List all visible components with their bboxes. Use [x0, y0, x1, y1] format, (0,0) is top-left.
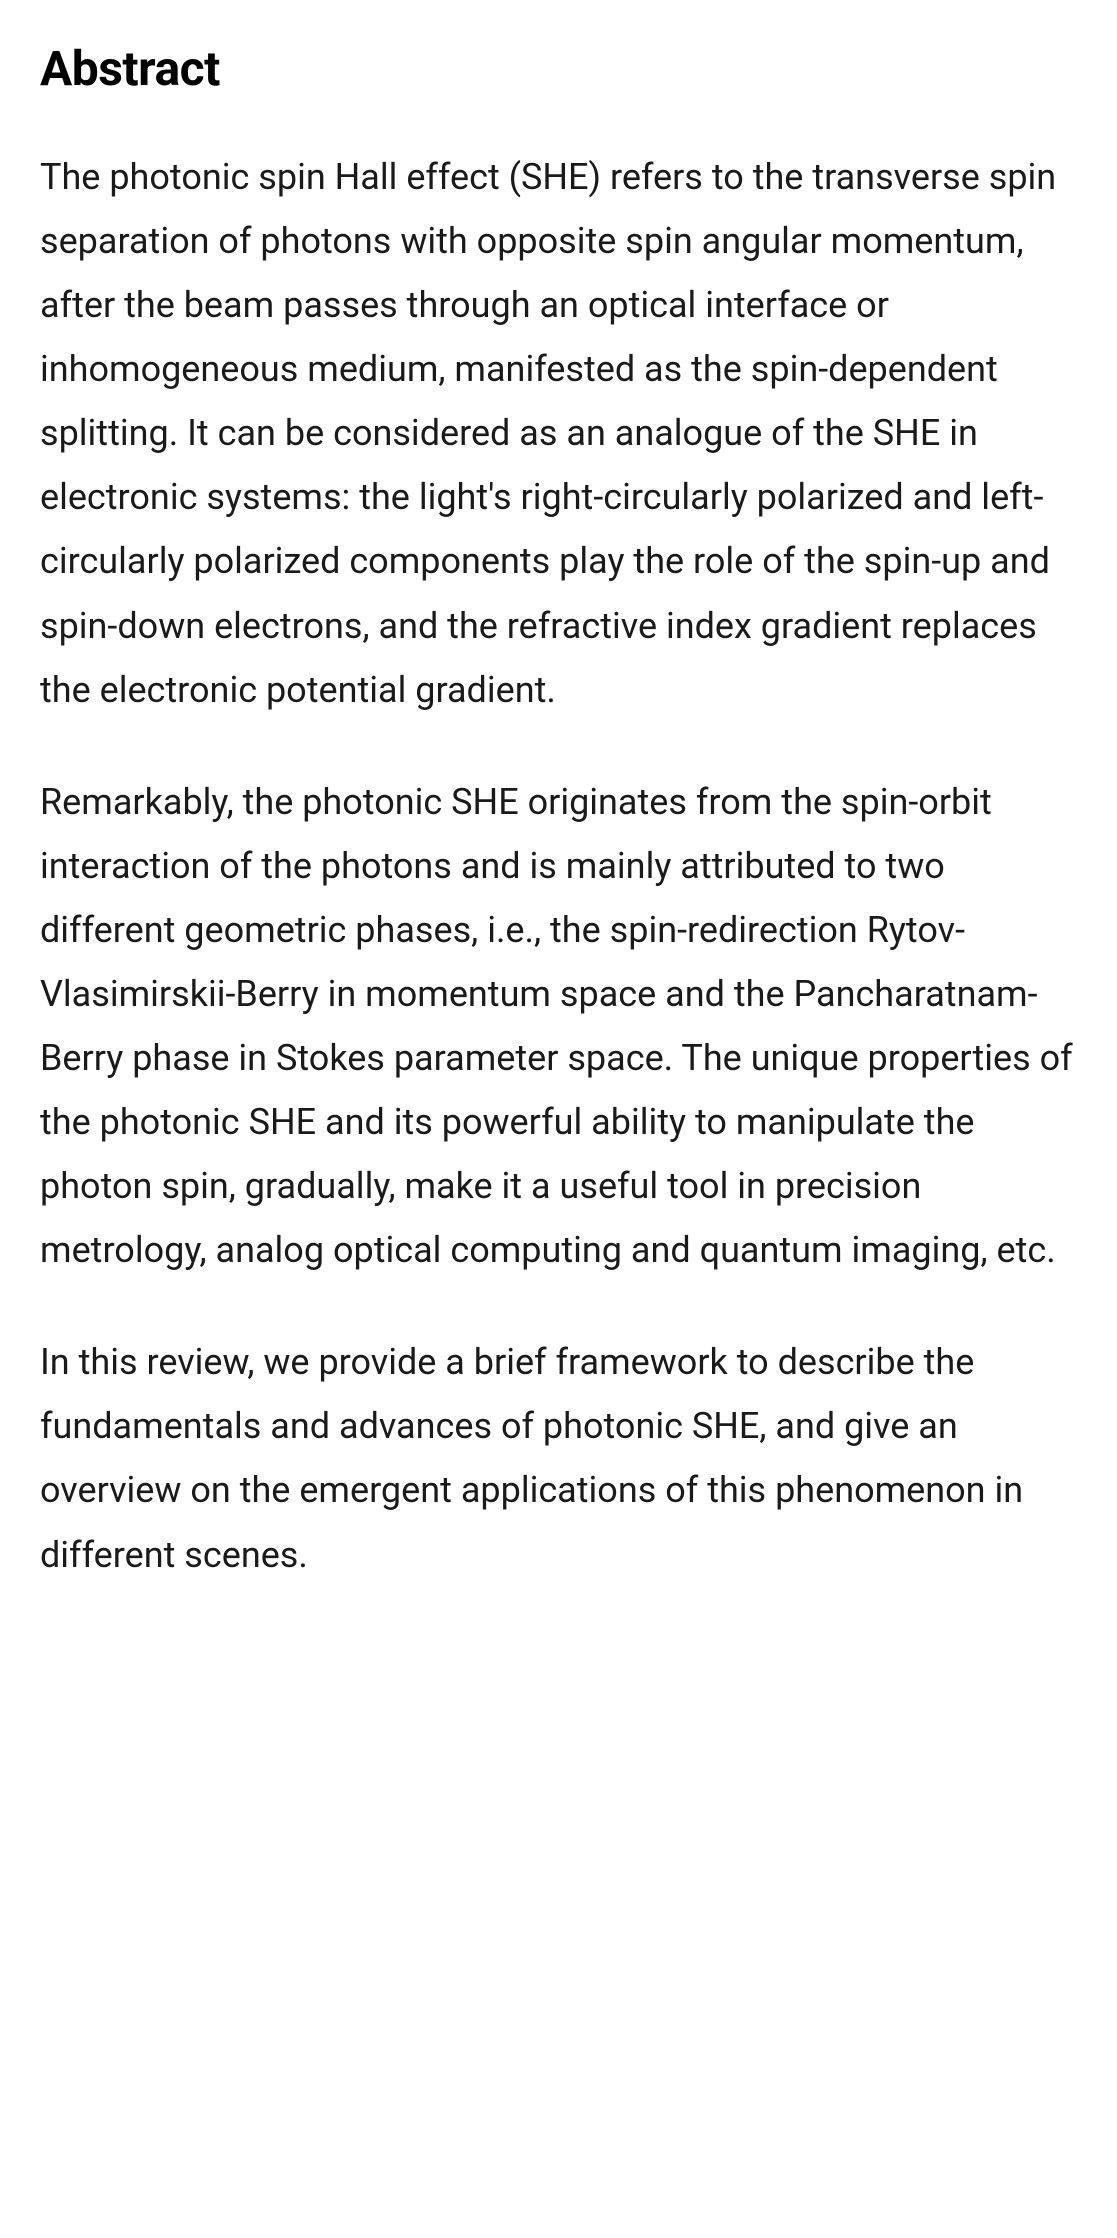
abstract-section: Abstract The photonic spin Hall effect (…	[40, 40, 1077, 1587]
abstract-paragraph: The photonic spin Hall effect (SHE) refe…	[40, 145, 1077, 722]
abstract-paragraph: In this review, we provide a brief frame…	[40, 1330, 1077, 1586]
abstract-paragraph: Remarkably, the photonic SHE originates …	[40, 770, 1077, 1283]
abstract-heading: Abstract	[40, 40, 1077, 97]
